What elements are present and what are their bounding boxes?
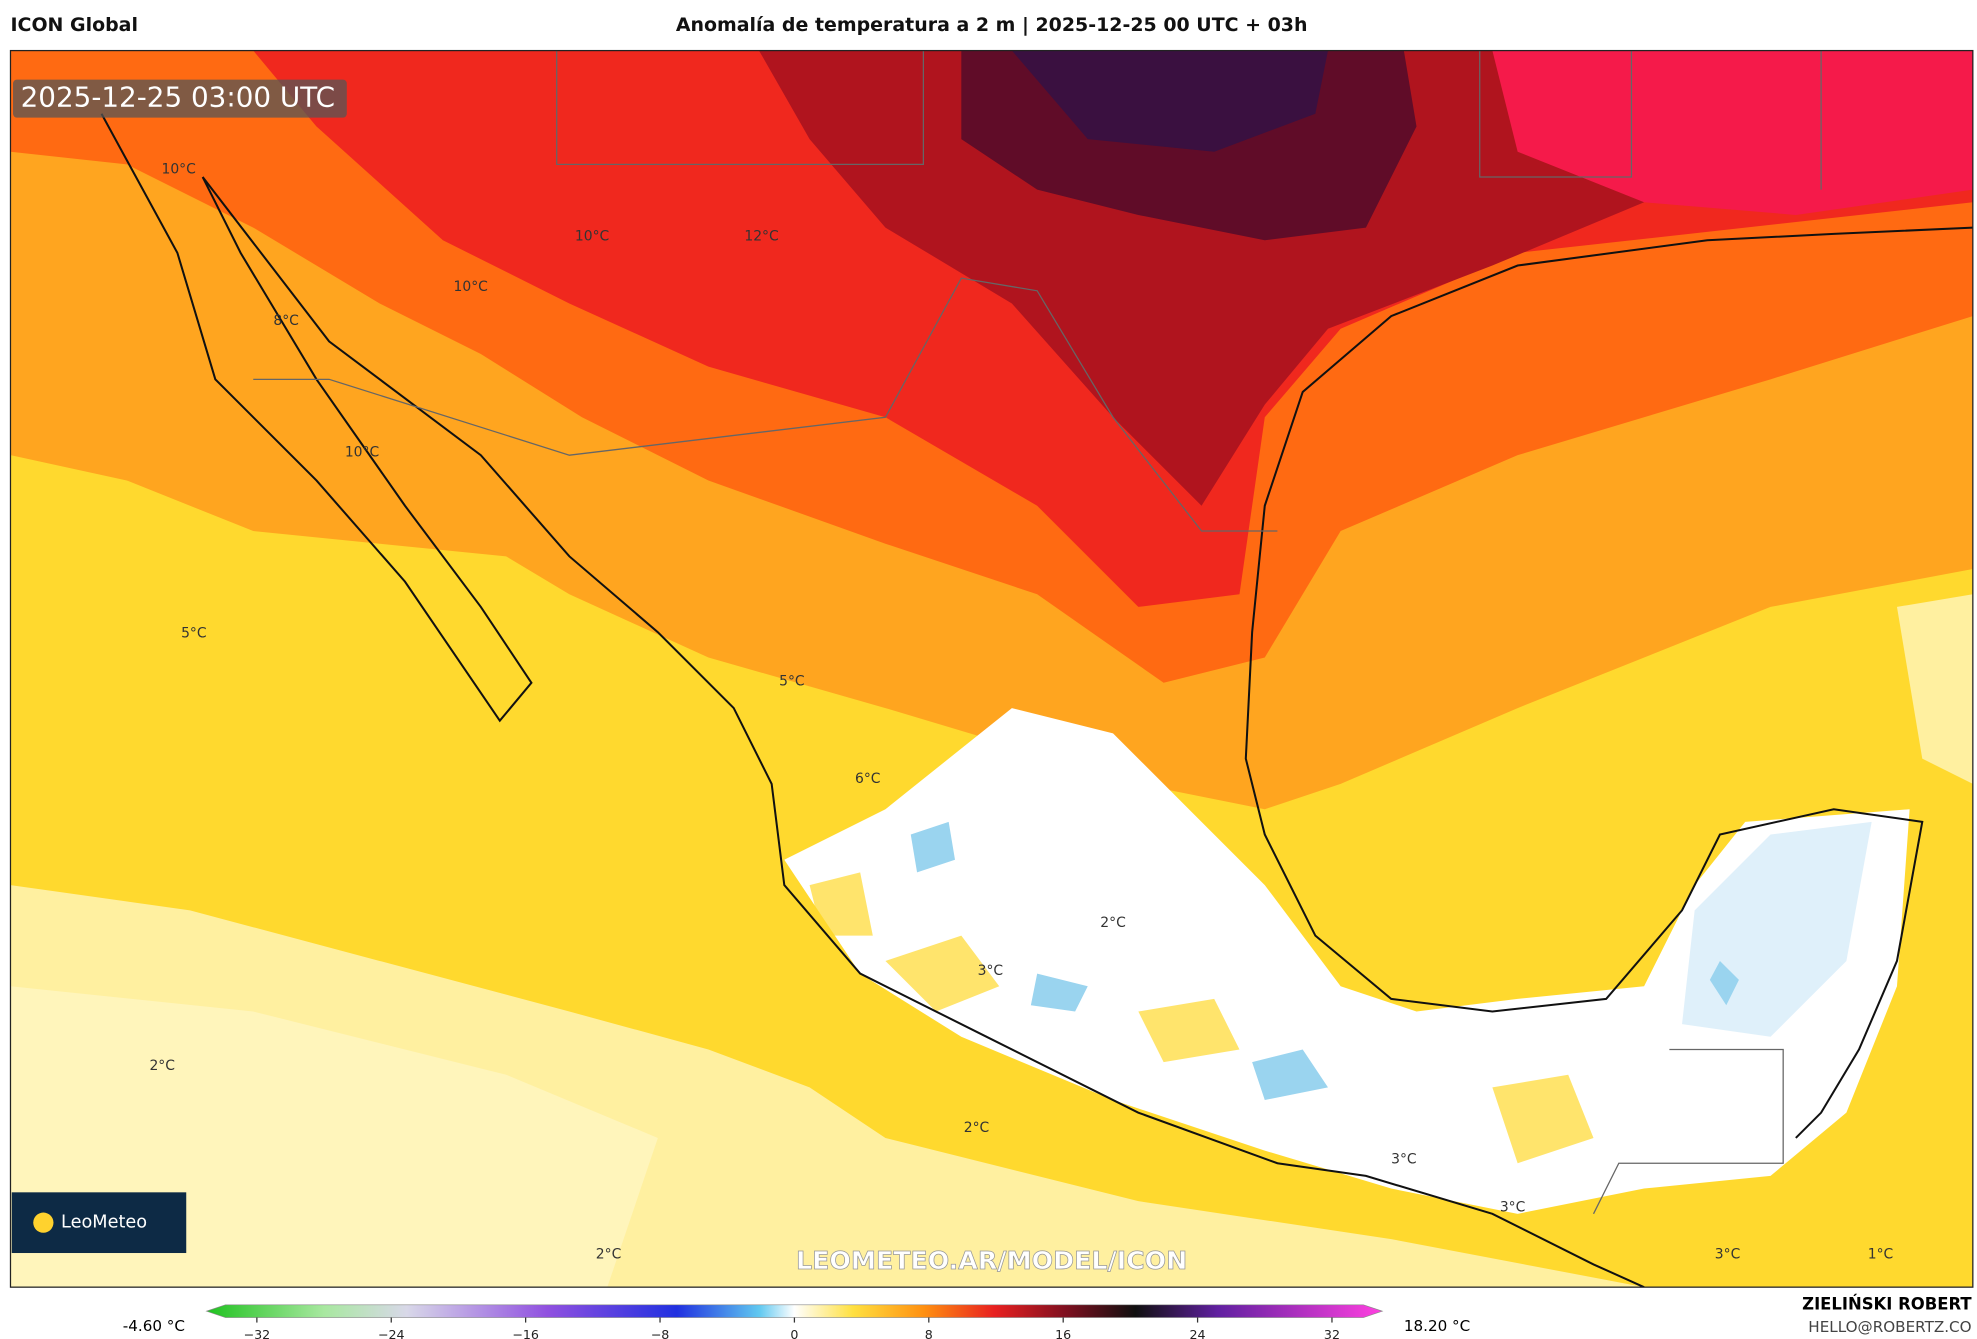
- contour-label: 6°C: [855, 771, 880, 787]
- colorbar-tick-label: 8: [925, 1327, 933, 1339]
- contour-label: 1°C: [1868, 1246, 1893, 1262]
- max-label: 18.20 °C: [1404, 1317, 1470, 1335]
- colorbar-tick-label: 32: [1324, 1327, 1340, 1339]
- coastline: [100, 113, 1973, 1288]
- colorbar: [205, 1304, 1384, 1318]
- neutral-area: [784, 708, 1910, 1214]
- contour-label: 3°C: [1715, 1246, 1740, 1262]
- contour-label: 10°C: [345, 445, 379, 461]
- contour-label: 10°C: [575, 228, 609, 244]
- very-hot-area: [759, 50, 1645, 506]
- timestamp: 2025-12-25 03:00 UTC: [21, 81, 335, 114]
- contour-label: 5°C: [181, 625, 206, 641]
- contour-label: 2°C: [1100, 915, 1125, 931]
- very-hot-area: [1492, 50, 1973, 215]
- contour-label: 5°C: [779, 674, 804, 690]
- contour-label: 8°C: [273, 313, 298, 329]
- logo: LeoMeteo: [61, 1213, 147, 1233]
- map-frame: [9, 49, 1974, 1288]
- logo-sun: [33, 1212, 54, 1233]
- colorbar-tick-label: −24: [378, 1327, 405, 1339]
- contour-label: 12°C: [744, 228, 778, 244]
- map-title: Anomalía de temperatura a 2 m | 2025-12-…: [676, 14, 1308, 36]
- warm-patch: [809, 872, 1594, 1164]
- borders: [253, 50, 1822, 1215]
- colorbar-tick-label: 16: [1055, 1327, 1071, 1339]
- colorbar-tick-label: 0: [790, 1327, 798, 1339]
- contour-label: 10°C: [161, 161, 195, 177]
- min-label: -4.60 °C: [123, 1317, 185, 1335]
- colorbar-tick-label: −32: [244, 1327, 271, 1339]
- extreme-area: [1011, 50, 1328, 152]
- watermark: LEOMETEO.AR/MODEL/ICON: [796, 1246, 1187, 1275]
- contour-label: 3°C: [978, 963, 1003, 979]
- contour-label: 2°C: [149, 1058, 174, 1074]
- contour-label: 10°C: [454, 279, 488, 295]
- model-name: ICON Global: [10, 14, 137, 36]
- colorbar-tick-label: 24: [1190, 1327, 1206, 1339]
- contour-label: 2°C: [964, 1120, 989, 1136]
- contour-label: 3°C: [1391, 1151, 1416, 1167]
- timestamp-box: [13, 79, 347, 118]
- contour-labels: 10°C 10°C 12°C 10°C 8°C 10°C 5°C 5°C 6°C 2°C 3°C 2°…: [149, 161, 1893, 1262]
- colorbar-tick-label: −8: [651, 1327, 670, 1339]
- author: ZIELIŃSKI ROBERT: [1802, 1294, 1972, 1313]
- contour-label: 2°C: [596, 1246, 621, 1262]
- colorbar-tick-label: −16: [512, 1327, 539, 1339]
- contour-label: 3°C: [1500, 1200, 1525, 1216]
- pale-area: [1896, 594, 1973, 784]
- map: 10°C 10°C 12°C 10°C 8°C 10°C 5°C 5°C 6°C 2°C 3°C 2°…: [10, 50, 1973, 1288]
- email: HELLO@ROBERTZ.CO: [1808, 1318, 1971, 1336]
